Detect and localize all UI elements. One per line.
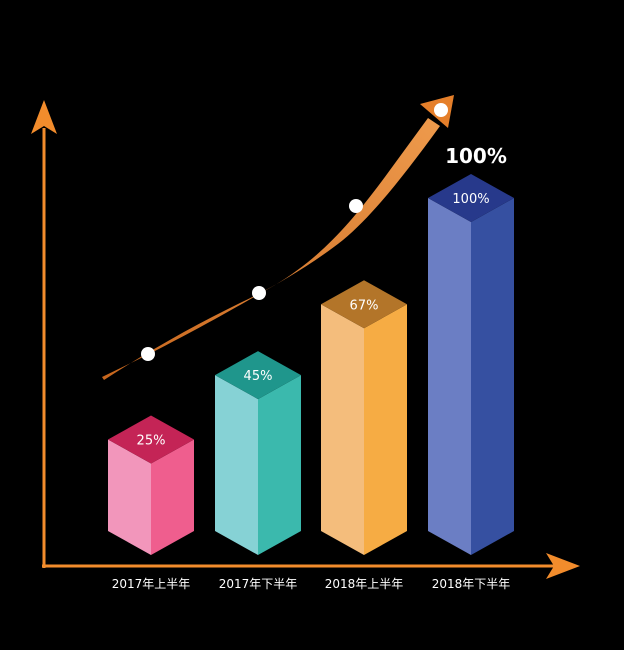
x-tick-label: 2018年上半年 <box>325 577 404 591</box>
trend-point <box>349 199 363 213</box>
x-tick-labels: 2017年上半年 2017年下半年 2018年上半年 2018年下半年 <box>112 577 511 591</box>
bars: 25% 45% 67% 100% <box>108 174 514 555</box>
bar-side-face <box>258 375 301 555</box>
bar-value-label: 25% <box>137 434 166 449</box>
bar-top-face <box>428 174 514 222</box>
bar-side-face <box>364 304 407 555</box>
bar-front-face <box>321 304 364 555</box>
y-axis-arrow-icon <box>31 100 57 134</box>
x-tick-label: 2017年下半年 <box>219 577 298 591</box>
bar-side-face <box>471 198 514 555</box>
bar: 45% <box>215 351 301 555</box>
highlight-label: 100% <box>445 144 507 168</box>
bar-front-face <box>108 439 151 555</box>
axes <box>31 100 580 579</box>
x-axis-arrow-icon <box>546 553 580 579</box>
bar: 67% <box>321 280 407 555</box>
bar-value-label: 45% <box>244 369 273 384</box>
trend-point <box>141 347 155 361</box>
trend-points <box>141 103 448 361</box>
trend-point <box>434 103 448 117</box>
bar-top-face <box>321 280 407 329</box>
bar-value-label: 100% <box>452 192 489 207</box>
bar-front-face <box>428 198 471 555</box>
bar-value-label: 67% <box>350 298 379 313</box>
x-tick-label: 2017年上半年 <box>112 577 191 591</box>
bar-top-face <box>108 415 194 464</box>
trend-point <box>252 286 266 300</box>
bar-top-face <box>215 351 301 400</box>
bar: 100% <box>428 174 514 555</box>
bar: 25% <box>108 415 194 555</box>
bar-side-face <box>151 439 194 555</box>
x-tick-label: 2018年下半年 <box>432 577 511 591</box>
bar-front-face <box>215 375 258 555</box>
